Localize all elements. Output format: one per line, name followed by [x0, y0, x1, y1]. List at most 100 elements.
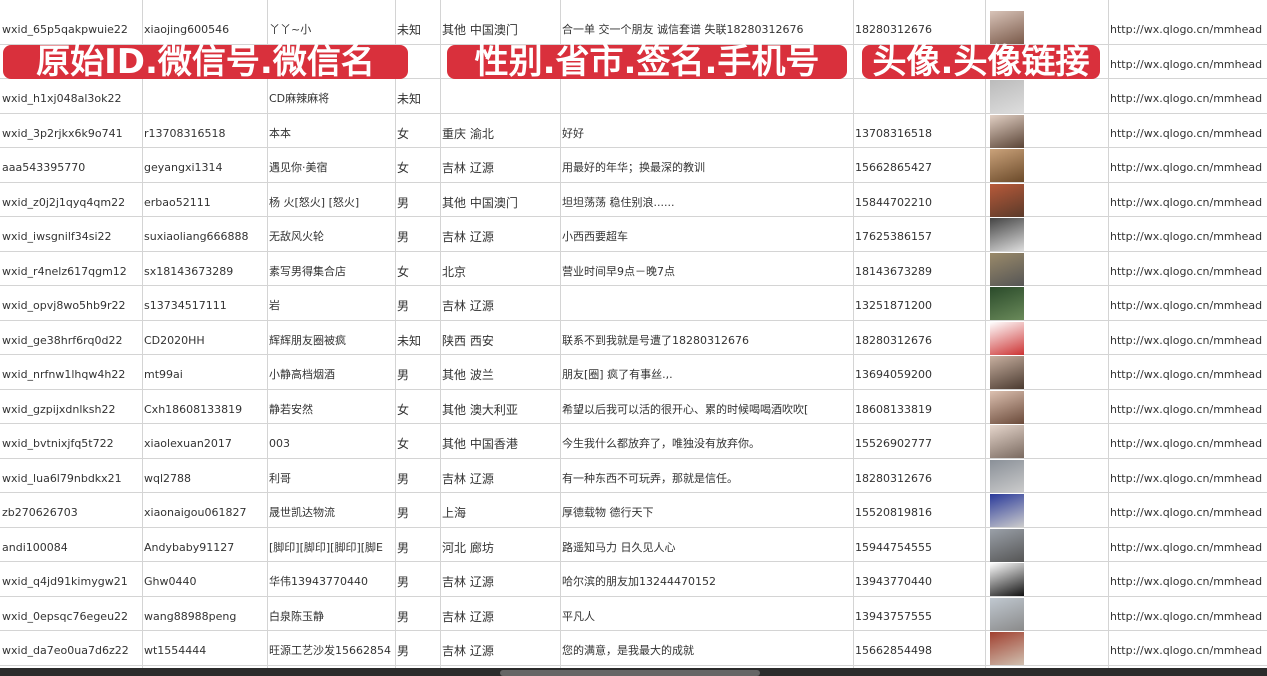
wechat-name-cell[interactable]: 无敌风火轮 [269, 230, 324, 243]
phone-cell[interactable] [853, 79, 985, 114]
avatar-cell[interactable] [985, 562, 1108, 597]
wechat-id-cell[interactable]: wt1554444 [144, 644, 207, 657]
gender-cell[interactable]: 男 [397, 230, 410, 244]
region-cell[interactable]: 吉林 辽源 [442, 161, 494, 175]
region-cell[interactable]: 吉林 辽源 [442, 230, 494, 244]
signature-cell[interactable]: 哈尔滨的朋友加13244470152 [562, 575, 716, 588]
signature-cell[interactable]: 平凡人 [562, 609, 595, 623]
signature-cell[interactable]: 用最好的年华；换最深的教训 [562, 161, 705, 174]
avatar-link-cell[interactable]: http://wx.qlogo.cn/mmhead [1110, 161, 1263, 174]
gender-cell[interactable]: 未知 [397, 92, 422, 106]
original-id-cell[interactable]: wxid_gzpijxdnlksh22 [2, 402, 116, 416]
avatar-link-cell[interactable]: http://wx.qlogo.cn/mmhead [1110, 23, 1263, 36]
region-cell[interactable]: 吉林 辽源 [442, 644, 494, 658]
phone-cell[interactable]: 17625386157 [855, 230, 932, 243]
region-cell[interactable]: 吉林 辽源 [442, 609, 494, 624]
signature-cell[interactable] [560, 79, 853, 114]
signature-cell[interactable]: 小西西要超车 [562, 230, 628, 243]
phone-cell[interactable]: 18608133819 [855, 402, 932, 416]
avatar-link-cell[interactable]: http://wx.qlogo.cn/mmhead [1110, 126, 1263, 140]
wechat-id-cell[interactable]: r13708316518 [144, 126, 226, 140]
avatar-cell[interactable] [985, 321, 1108, 356]
phone-cell[interactable]: 13251871200 [855, 299, 932, 312]
gender-cell[interactable]: 女 [397, 437, 410, 451]
gender-cell[interactable]: 男 [397, 506, 410, 520]
phone-cell[interactable]: 15662854498 [855, 644, 932, 657]
region-cell[interactable]: 上海 [442, 506, 467, 520]
wechat-name-cell[interactable]: 华伟13943770440 [269, 575, 368, 588]
avatar-cell[interactable] [985, 424, 1108, 459]
phone-cell[interactable]: 13943757555 [855, 609, 932, 623]
horizontal-scrollbar[interactable] [500, 670, 760, 676]
signature-cell[interactable]: 希望以后我可以活的很开心、累的时候喝喝酒吹吹[ [562, 402, 809, 416]
original-id-cell[interactable]: wxid_iwsgnilf34si22 [2, 230, 112, 243]
phone-cell[interactable]: 18280312676 [855, 471, 932, 485]
avatar-link-cell[interactable]: http://wx.qlogo.cn/mmhead [1110, 92, 1263, 105]
avatar-link-cell[interactable]: http://wx.qlogo.cn/mmhead [1110, 299, 1263, 312]
signature-cell[interactable]: 营业时间早9点－晚7点 [562, 264, 675, 278]
avatar-link-cell[interactable]: http://wx.qlogo.cn/mmhead [1110, 264, 1263, 278]
wechat-id-cell[interactable]: wang88988peng [144, 609, 237, 623]
phone-cell[interactable]: 13943770440 [855, 575, 932, 588]
region-cell[interactable]: 北京 [442, 264, 467, 279]
gender-cell[interactable]: 男 [397, 368, 410, 382]
avatar-cell[interactable] [985, 148, 1108, 183]
avatar-cell[interactable] [985, 459, 1108, 494]
original-id-cell[interactable]: wxid_nrfnw1lhqw4h22 [2, 368, 126, 381]
wechat-name-cell[interactable]: 白泉陈玉静 [269, 609, 324, 623]
wechat-id-cell[interactable]: xiaonaigou061827 [144, 506, 247, 519]
avatar-cell[interactable] [985, 114, 1108, 149]
wechat-name-cell[interactable]: CD麻辣麻将 [269, 92, 330, 105]
avatar-cell[interactable] [985, 597, 1108, 632]
wechat-id-cell[interactable]: CD2020HH [144, 333, 205, 347]
phone-cell[interactable]: 15526902777 [855, 437, 932, 450]
phone-cell[interactable]: 18280312676 [855, 333, 932, 347]
avatar-cell[interactable] [985, 79, 1108, 114]
signature-cell[interactable]: 有一种东西不可玩弄，那就是信任。 [562, 471, 738, 485]
gender-cell[interactable]: 女 [397, 264, 410, 279]
wechat-id-cell[interactable]: Andybaby91127 [144, 540, 235, 554]
phone-cell[interactable]: 18280312676 [855, 23, 932, 36]
signature-cell[interactable] [560, 286, 853, 321]
avatar-cell[interactable] [985, 286, 1108, 321]
region-cell[interactable]: 陕西 西安 [442, 333, 494, 348]
wechat-name-cell[interactable]: 003 [269, 437, 290, 450]
gender-cell[interactable]: 男 [397, 471, 410, 486]
wechat-id-cell[interactable]: s13734517111 [144, 299, 227, 312]
region-cell[interactable]: 其他 中国澳门 [442, 23, 518, 37]
avatar-cell[interactable] [985, 528, 1108, 563]
avatar-cell[interactable] [985, 10, 1108, 45]
signature-cell[interactable]: 坦坦荡荡 稳住别浪...... [562, 195, 675, 209]
avatar-cell[interactable] [985, 631, 1108, 666]
original-id-cell[interactable]: wxid_65p5qakpwuie22 [2, 23, 128, 36]
avatar-cell[interactable] [985, 183, 1108, 218]
wechat-id-cell[interactable]: xiaolexuan2017 [144, 437, 232, 450]
region-cell[interactable]: 吉林 辽源 [442, 575, 494, 589]
wechat-name-cell[interactable]: 旺源工艺沙发15662854 [269, 644, 391, 657]
wechat-id-cell[interactable]: suxiaoliang666888 [144, 230, 249, 243]
phone-cell[interactable]: 13708316518 [855, 126, 932, 140]
gender-cell[interactable]: 女 [397, 402, 410, 417]
wechat-id-cell[interactable]: mt99ai [144, 368, 183, 381]
avatar-link-cell[interactable]: http://wx.qlogo.cn/mmhead [1110, 402, 1263, 416]
region-cell[interactable]: 重庆 渝北 [442, 126, 494, 141]
original-id-cell[interactable]: wxid_da7eo0ua7d6z22 [2, 644, 129, 657]
wechat-name-cell[interactable]: 利哥 [269, 471, 291, 485]
avatar-cell[interactable] [985, 217, 1108, 252]
phone-cell[interactable]: 15944754555 [855, 540, 932, 554]
region-cell[interactable]: 其他 波兰 [442, 368, 494, 382]
region-cell[interactable]: 河北 廊坊 [442, 540, 494, 555]
avatar-link-cell[interactable]: http://wx.qlogo.cn/mmhead [1110, 471, 1263, 485]
original-id-cell[interactable]: wxid_q4jd91kimygw21 [2, 575, 128, 588]
phone-cell[interactable]: 18143673289 [855, 264, 932, 278]
region-cell[interactable]: 吉林 辽源 [442, 471, 494, 486]
signature-cell[interactable]: 合一单 交一个朋友 诚信套谱 失联18280312676 [562, 23, 804, 36]
wechat-name-cell[interactable]: 晟世凯达物流 [269, 506, 335, 519]
original-id-cell[interactable]: wxid_opvj8wo5hb9r22 [2, 299, 126, 312]
original-id-cell[interactable]: wxid_bvtnixjfq5t722 [2, 437, 114, 450]
signature-cell[interactable]: 路遥知马力 日久见人心 [562, 540, 676, 554]
wechat-name-cell[interactable]: 小静高档烟酒 [269, 368, 335, 381]
gender-cell[interactable]: 男 [397, 299, 410, 313]
avatar-link-cell[interactable]: http://wx.qlogo.cn/mmhead [1110, 575, 1263, 588]
signature-cell[interactable]: 您的满意，是我最大的成就 [562, 644, 694, 657]
